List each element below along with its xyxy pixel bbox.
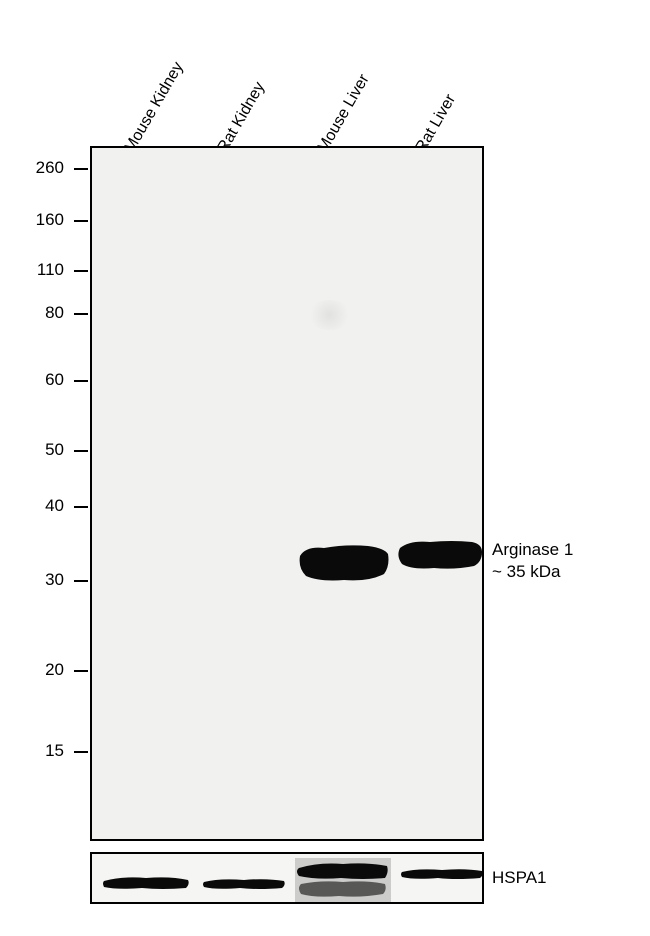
lane-label-rat-kidney: Rat Kidney: [214, 79, 269, 156]
lane-label-mouse-liver: Mouse Liver: [314, 72, 373, 156]
main-blot-membrane: [90, 146, 484, 841]
hspa1-band-rat-kidney: [202, 878, 286, 890]
mw-label-50: 50: [39, 440, 64, 460]
mw-label-40: 40: [39, 496, 64, 516]
target-mw-label: ~ 35 kDa: [492, 562, 561, 582]
mw-label-15: 15: [39, 741, 64, 761]
target-band-mouse-liver: [296, 542, 392, 584]
mw-tick: [74, 506, 88, 508]
target-band-rat-liver: [396, 538, 484, 572]
mw-label-80: 80: [39, 303, 64, 323]
membrane-artifact: [307, 300, 352, 330]
target-protein-label: Arginase 1: [492, 540, 573, 560]
lane-label-mouse-kidney: Mouse Kidney: [121, 59, 187, 156]
mw-label-20: 20: [39, 660, 64, 680]
mw-label-110: 110: [28, 260, 64, 280]
hspa1-band-mouse-liver: [295, 858, 391, 904]
mw-tick: [74, 380, 88, 382]
loading-control-membrane: [90, 852, 484, 904]
mw-label-160: 160: [28, 210, 64, 230]
mw-tick: [74, 450, 88, 452]
mw-tick: [74, 270, 88, 272]
hspa1-band-rat-liver: [400, 868, 484, 880]
mw-tick: [74, 580, 88, 582]
mw-label-260: 260: [28, 158, 64, 178]
mw-label-60: 60: [39, 370, 64, 390]
mw-tick: [74, 313, 88, 315]
loading-protein-label: HSPA1: [492, 868, 547, 888]
mw-tick: [74, 168, 88, 170]
mw-tick: [74, 220, 88, 222]
mw-label-30: 30: [39, 570, 64, 590]
mw-tick: [74, 670, 88, 672]
western-blot-figure: Mouse Kidney Rat Kidney Mouse Liver Rat …: [0, 0, 650, 936]
mw-tick: [74, 751, 88, 753]
hspa1-band-mouse-kidney: [102, 876, 190, 890]
